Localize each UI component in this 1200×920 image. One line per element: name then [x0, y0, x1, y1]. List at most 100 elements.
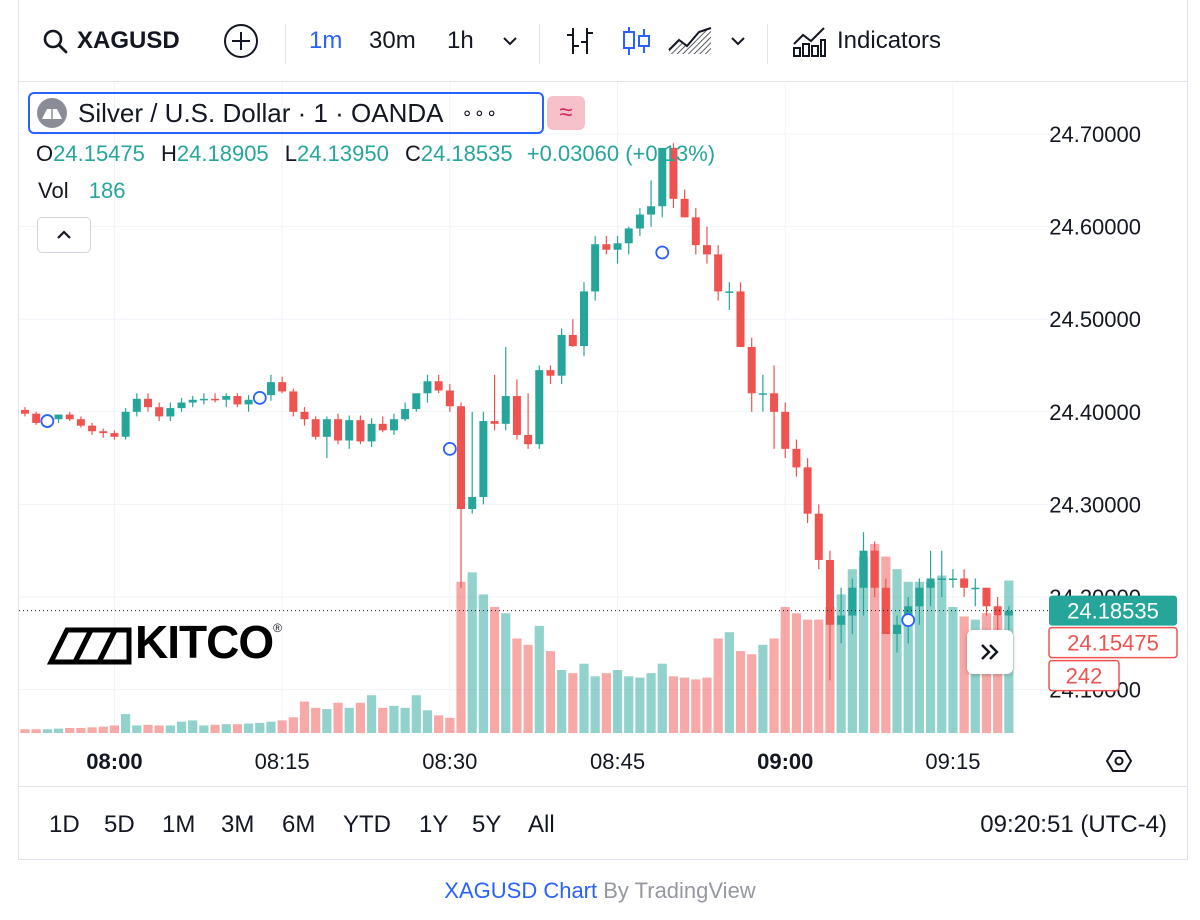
candle-body: [691, 217, 700, 246]
event-marker: [40, 414, 55, 428]
chart-style-dropdown-button[interactable]: [727, 0, 749, 82]
time-axis-label: 09:00: [757, 749, 813, 774]
volume-bar: [836, 594, 846, 733]
candle-style-button[interactable]: [619, 0, 653, 82]
interval-30m-button[interactable]: 30m: [369, 0, 416, 82]
scroll-to-realtime-button[interactable]: [967, 630, 1013, 674]
volume-bar: [20, 729, 30, 733]
range-5d-button[interactable]: 5D: [104, 811, 135, 838]
candle-body: [557, 334, 566, 376]
candle-body: [881, 587, 890, 635]
candle-body: [591, 244, 600, 292]
volume-bar: [724, 632, 734, 733]
volume-bar: [87, 727, 97, 733]
change-value: +0.03060 (+0.13%): [526, 141, 716, 166]
volume-bar: [366, 695, 377, 733]
price-axis-label: 24.70000: [1049, 122, 1141, 147]
volume-bar: [76, 727, 86, 733]
compare-badge[interactable]: ≈: [547, 96, 585, 130]
candle-body: [266, 382, 275, 396]
volume-bar: [411, 695, 421, 733]
volume-bar: [434, 715, 444, 733]
volume-bar: [277, 720, 287, 733]
footer-attribution: XAGUSD Chart By TradingView: [0, 878, 1200, 904]
volume-bar: [344, 707, 354, 733]
range-ytd-button[interactable]: YTD: [343, 811, 391, 838]
footer-by-tradingview[interactable]: By TradingView: [597, 878, 756, 903]
range-5y-button[interactable]: 5Y: [472, 811, 502, 838]
area-style-button[interactable]: [667, 0, 713, 82]
volume-bar: [467, 572, 477, 733]
candle-body: [311, 419, 320, 437]
interval-dropdown-button[interactable]: [499, 0, 521, 82]
compare-button[interactable]: [223, 0, 259, 82]
last-price-tag-text: 24.18535: [1067, 599, 1159, 624]
volume-bar: [914, 581, 924, 733]
volume-bar: [445, 717, 455, 733]
candle-body: [367, 423, 376, 442]
interval-1m-button[interactable]: 1m: [309, 0, 342, 82]
candle-body: [825, 559, 834, 625]
volume-bar: [903, 581, 913, 733]
symbol-search[interactable]: XAGUSD: [41, 0, 180, 82]
time-axis-label: 08:30: [422, 749, 477, 774]
candle-body: [714, 254, 723, 292]
low-value: 24.13950: [297, 141, 389, 166]
volume-bar: [691, 679, 701, 733]
candle-body: [814, 513, 823, 560]
candle-body: [378, 423, 387, 431]
range-1y-button[interactable]: 1Y: [419, 811, 449, 838]
interval-30m-label: 30m: [369, 27, 416, 54]
candle-body: [322, 419, 331, 437]
candle-body: [121, 411, 130, 437]
candle-body: [613, 243, 622, 250]
time-axis-label: 08:15: [255, 749, 310, 774]
volume-bar: [31, 729, 41, 733]
time-axis-label: 08:00: [86, 749, 142, 774]
candle-body: [356, 420, 365, 442]
range-1d-button[interactable]: 1D: [49, 811, 80, 838]
volume-bar: [534, 625, 544, 733]
axis-settings-icon[interactable]: [1105, 750, 1133, 772]
range-1m-button[interactable]: 1M: [162, 811, 196, 838]
price-chart[interactable]: 24.70000 24.60000 24.50000 24.40000 24.30000…: [19, 83, 1187, 786]
footer-chart-link[interactable]: XAGUSD Chart: [444, 878, 598, 903]
candle-body: [233, 396, 242, 405]
range-3m-button[interactable]: 3M: [221, 811, 255, 838]
last-price-tag: [1049, 595, 1177, 626]
volume-bar: [780, 607, 790, 733]
volume-bar: [322, 709, 332, 733]
volume-bar: [948, 607, 958, 733]
range-all-button[interactable]: All: [528, 811, 555, 838]
volume-bar: [858, 556, 869, 733]
volume-bar: [680, 677, 690, 733]
chart-pane[interactable]: 24.70000 24.60000 24.50000 24.40000 24.30000…: [19, 83, 1187, 786]
ohlc-readout: O24.15475 H24.18905 L24.13950 C24.18535 …: [36, 141, 715, 167]
indicators-button[interactable]: Indicators: [791, 0, 941, 82]
candle-body: [848, 587, 857, 616]
candle-body: [99, 431, 108, 434]
candle-body: [535, 370, 544, 445]
event-marker: [252, 391, 267, 405]
candle-body: [423, 381, 432, 394]
range-6m-button[interactable]: 6M: [282, 811, 316, 838]
volume-bar: [758, 644, 768, 733]
more-options-icon[interactable]: ∘∘∘: [461, 102, 499, 123]
symbol-title-box[interactable]: Silver / U.S. Dollar · 1 · OANDA ∘∘∘: [28, 92, 544, 134]
candle-body: [468, 496, 477, 510]
interval-1h-button[interactable]: 1h: [447, 0, 474, 82]
kitco-wordmark: KITCO: [135, 616, 274, 668]
approx-icon: ≈: [559, 99, 573, 126]
clock-timezone[interactable]: 09:20:51 (UTC-4): [980, 811, 1167, 838]
bars-icon: [567, 28, 593, 54]
candle-body: [837, 615, 846, 625]
collapse-legend-button[interactable]: [37, 217, 91, 253]
candle-body: [859, 550, 868, 588]
interval-1m-label: 1m: [309, 27, 343, 54]
volume-bar: [624, 676, 634, 733]
kitco-logo: KITCO ®: [47, 615, 282, 669]
volume-bar: [389, 705, 399, 733]
area-chart-icon: [668, 27, 712, 54]
bar-style-button[interactable]: [563, 0, 597, 82]
candle-body: [334, 419, 343, 441]
